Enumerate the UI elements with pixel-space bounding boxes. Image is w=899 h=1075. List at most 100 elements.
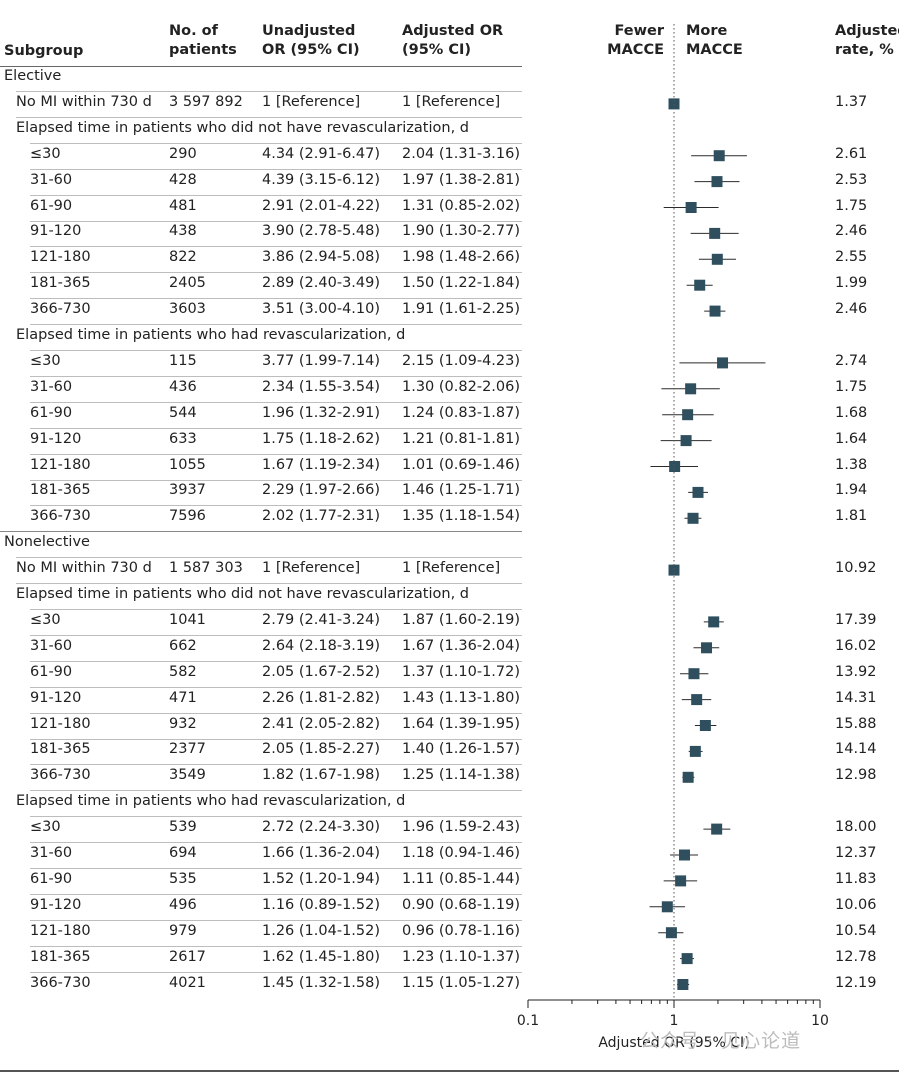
or-point xyxy=(669,461,681,472)
x-axis-label: Adjusted OR (95% CI) xyxy=(598,1035,749,1051)
adjusted-rate: 2.46 xyxy=(835,301,868,318)
adjusted-rate: 10.92 xyxy=(835,560,877,577)
row-label: 181-365 xyxy=(30,741,91,758)
unadjusted-or: 2.89 (2.40-3.49) xyxy=(262,275,381,292)
patients-count: 979 xyxy=(169,922,197,939)
row-label: 91-120 xyxy=(30,896,82,913)
header-rate-line1: Adjusted xyxy=(835,23,899,39)
header-adjusted-rate: Adjusted rate, % xyxy=(835,22,899,60)
or-point xyxy=(685,383,697,395)
unadjusted-or: 2.29 (1.97-2.66) xyxy=(262,482,381,499)
adjusted-or: 2.15 (1.09-4.23) xyxy=(402,352,521,369)
or-point xyxy=(681,953,693,965)
unadjusted-or: 1.75 (1.18-2.62) xyxy=(262,430,381,447)
or-point xyxy=(665,927,677,939)
subgroup-label: Elapsed time in patients who did not hav… xyxy=(16,586,469,602)
header-more-line2: MACCE xyxy=(686,42,743,58)
adjusted-rate: 12.78 xyxy=(835,948,877,965)
row-label: ≤30 xyxy=(30,611,61,628)
section-label: Nonelective xyxy=(4,534,90,551)
adjusted-or: 1.25 (1.14-1.38) xyxy=(402,767,521,784)
patients-count: 539 xyxy=(169,819,197,836)
or-point xyxy=(688,668,700,680)
patients-count: 1055 xyxy=(169,456,206,473)
x-tick-label: 0.1 xyxy=(517,1013,539,1029)
row-label: 181-365 xyxy=(30,482,91,499)
row-label: 121-180 xyxy=(30,249,91,266)
patients-count: 3937 xyxy=(169,482,206,499)
patients-count: 694 xyxy=(169,845,197,861)
unadjusted-or: 1.26 (1.04-1.52) xyxy=(262,922,381,939)
adjusted-or: 1.23 (1.10-1.37) xyxy=(402,948,521,965)
or-point xyxy=(689,745,701,757)
patients-count: 115 xyxy=(169,352,197,369)
row-label: 366-730 xyxy=(30,508,91,525)
adjusted-or: 1 [Reference] xyxy=(402,93,501,110)
subgroup-label: Elapsed time in patients who did not hav… xyxy=(16,119,469,136)
or-point xyxy=(675,875,687,887)
adjusted-or: 1 [Reference] xyxy=(402,560,501,577)
adjusted-rate: 1.94 xyxy=(835,482,868,499)
or-point xyxy=(677,979,689,990)
patients-count: 481 xyxy=(169,197,197,214)
unadjusted-or: 1.67 (1.19-2.34) xyxy=(262,456,381,473)
header-more-macce: More MACCE xyxy=(686,22,743,60)
x-tick-label: 1 xyxy=(670,1013,679,1029)
header-adjusted-line2: (95% CI) xyxy=(402,42,472,58)
adjusted-or: 1.90 (1.30-2.77) xyxy=(402,223,521,240)
header-patients: No. of patients xyxy=(169,22,237,60)
row-label: 366-730 xyxy=(30,767,91,784)
or-point xyxy=(668,98,680,110)
header-patients-line1: No. of xyxy=(169,23,218,39)
or-point xyxy=(685,202,697,213)
adjusted-rate: 2.53 xyxy=(835,171,868,188)
row-label: 181-365 xyxy=(30,948,91,965)
unadjusted-or: 1 [Reference] xyxy=(262,93,361,110)
bottom-rule xyxy=(0,1070,899,1072)
header-fewer-line1: Fewer xyxy=(614,23,664,39)
adjusted-rate: 11.83 xyxy=(835,870,877,887)
row-label: 121-180 xyxy=(30,922,91,939)
adjusted-or: 1.01 (0.69-1.46) xyxy=(402,456,521,473)
adjusted-or: 0.96 (0.78-1.16) xyxy=(402,922,521,939)
patients-count: 4021 xyxy=(169,974,206,991)
adjusted-rate: 1.38 xyxy=(835,456,868,473)
unadjusted-or: 2.05 (1.67-2.52) xyxy=(262,663,381,680)
adjusted-rate: 1.75 xyxy=(835,197,868,214)
unadjusted-or: 2.02 (1.77-2.31) xyxy=(262,508,381,525)
adjusted-or: 1.98 (1.48-2.66) xyxy=(402,249,521,266)
row-label: 61-90 xyxy=(30,404,73,421)
or-point xyxy=(701,642,713,654)
adjusted-or: 1.31 (0.85-2.02) xyxy=(402,197,521,214)
row-label: 61-90 xyxy=(30,197,73,214)
row-label: No MI within 730 d xyxy=(16,93,152,110)
adjusted-rate: 2.74 xyxy=(835,352,868,369)
adjusted-rate: 10.54 xyxy=(835,922,877,939)
adjusted-or: 1.11 (0.85-1.44) xyxy=(402,870,521,887)
unadjusted-or: 2.41 (2.05-2.82) xyxy=(262,715,381,732)
or-point xyxy=(699,720,711,731)
or-point xyxy=(694,279,706,291)
patients-count: 496 xyxy=(169,896,197,913)
unadjusted-or: 1.96 (1.32-2.91) xyxy=(262,404,381,421)
header-subgroup: Subgroup xyxy=(4,43,84,59)
adjusted-or: 1.37 (1.10-1.72) xyxy=(402,663,521,680)
header-unadjusted-line2: OR (95% CI) xyxy=(262,42,360,58)
or-point xyxy=(692,486,704,498)
row-label: 91-120 xyxy=(30,223,82,240)
row-label: 61-90 xyxy=(30,663,73,680)
header-rule xyxy=(0,66,522,67)
unadjusted-or: 1.16 (0.89-1.52) xyxy=(262,896,381,913)
unadjusted-or: 1.45 (1.32-1.58) xyxy=(262,974,381,991)
adjusted-rate: 17.39 xyxy=(835,611,877,628)
row-label: ≤30 xyxy=(30,819,61,836)
or-point xyxy=(682,771,694,783)
unadjusted-or: 3.86 (2.94-5.08) xyxy=(262,249,381,266)
patients-count: 2405 xyxy=(169,275,206,292)
unadjusted-or: 2.26 (1.81-2.82) xyxy=(262,689,381,706)
adjusted-or: 1.35 (1.18-1.54) xyxy=(402,508,521,525)
adjusted-rate: 1.68 xyxy=(835,404,868,421)
row-label: 31-60 xyxy=(30,378,73,395)
unadjusted-or: 2.72 (2.24-3.30) xyxy=(262,819,381,836)
row-label: 31-60 xyxy=(30,637,73,654)
